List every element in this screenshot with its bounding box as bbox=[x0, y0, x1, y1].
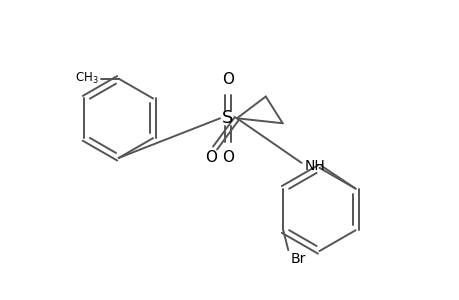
Text: O: O bbox=[222, 72, 234, 87]
Text: CH$_3$: CH$_3$ bbox=[75, 71, 99, 86]
Text: NH: NH bbox=[304, 159, 325, 173]
Text: S: S bbox=[222, 109, 233, 127]
Text: O: O bbox=[205, 150, 217, 165]
Text: O: O bbox=[222, 150, 234, 165]
Text: Br: Br bbox=[290, 252, 305, 266]
